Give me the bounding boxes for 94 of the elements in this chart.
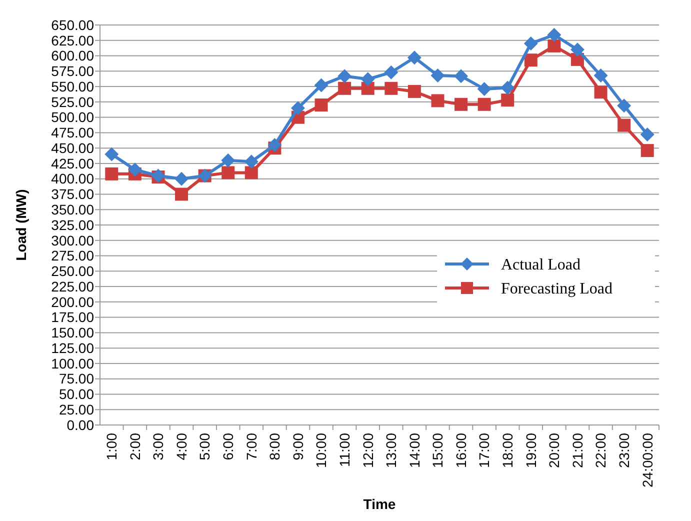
x-tick-label: 17:00	[476, 432, 492, 468]
point	[478, 98, 491, 111]
x-tick-label: 4:00	[173, 432, 190, 460]
x-tick-label: 10:00	[313, 432, 330, 468]
x-tick-label: 12:00	[360, 432, 376, 468]
x-tick-label: 24:00:00	[639, 432, 656, 488]
y-tick-label: 425.00	[51, 155, 94, 172]
x-tick-label: 21:00	[569, 432, 586, 468]
point	[547, 28, 562, 42]
point	[221, 153, 236, 168]
x-tick-label: 2:00	[126, 432, 143, 460]
point	[174, 172, 189, 186]
point	[618, 118, 631, 132]
point	[384, 65, 398, 80]
point	[104, 147, 119, 162]
x-tick-label: 14:00	[406, 432, 422, 468]
point	[244, 166, 258, 180]
y-tick-label: 250.00	[51, 263, 94, 280]
point	[314, 78, 328, 92]
y-tick-label: 325.00	[51, 216, 94, 233]
x-tick-label: 1:00	[104, 432, 120, 460]
x-tick-label: 8:00	[266, 432, 283, 460]
y-tick-label: 75.00	[58, 370, 94, 387]
y-tick-label: 100.00	[51, 355, 94, 372]
x-tick-label: 19:00	[522, 432, 539, 468]
y-tick-label: 350.00	[51, 202, 94, 218]
y-tick-label: 25.00	[58, 402, 94, 418]
point	[338, 69, 352, 84]
point	[594, 86, 608, 99]
point	[570, 42, 584, 57]
point	[500, 80, 515, 95]
y-tick-label: 300.00	[51, 232, 94, 248]
point	[222, 166, 235, 180]
x-tick-label: 18:00	[500, 432, 516, 468]
x-tick-label: 9:00	[290, 432, 306, 460]
x-tick-label: 20:00	[546, 432, 562, 468]
x-tick-label: 11:00	[336, 432, 352, 467]
y-tick-label: 525.00	[51, 94, 94, 110]
point	[524, 54, 538, 67]
point	[175, 188, 188, 201]
y-tick-label: 275.00	[51, 248, 94, 264]
x-axis-title: Time	[363, 496, 396, 512]
point	[454, 98, 468, 111]
point	[268, 138, 282, 152]
x-tick-label: 15:00	[430, 432, 446, 468]
point	[640, 128, 654, 142]
point	[431, 94, 444, 108]
point	[314, 98, 328, 112]
x-tick-label: 23:00	[616, 432, 632, 468]
x-tick-label: 13:00	[383, 432, 400, 468]
y-tick-label: 575.00	[51, 63, 94, 80]
point	[617, 98, 632, 113]
y-tick-label: 200.00	[51, 294, 94, 310]
point	[477, 82, 492, 96]
x-tick-label: 3:00	[150, 432, 166, 460]
y-axis-title: Load (MW)	[13, 189, 29, 261]
x-tick-label: 7:00	[243, 432, 260, 460]
x-tick-label: 22:00	[592, 432, 609, 468]
y-tick-label: 625.00	[51, 32, 94, 48]
y-tick-label: 125.00	[51, 340, 94, 356]
y-tick-label: 150.00	[51, 324, 94, 341]
y-tick-label: 0.00	[66, 416, 94, 433]
point	[128, 162, 142, 177]
point	[384, 82, 398, 95]
y-tick-label: 375.00	[51, 186, 94, 202]
point	[338, 82, 352, 95]
point	[548, 39, 561, 52]
point	[501, 94, 514, 107]
y-tick-label: 450.00	[51, 140, 94, 156]
y-tick-label: 650.00	[51, 16, 94, 33]
x-tick-label: 6:00	[220, 432, 236, 460]
point	[105, 167, 118, 180]
x-tick-label: 16:00	[452, 432, 469, 468]
y-tick-label: 225.00	[51, 278, 94, 294]
y-tick-label: 50.00	[58, 386, 94, 402]
point	[290, 101, 305, 116]
legend-label: Actual Load	[501, 256, 581, 274]
y-tick-label: 600.00	[51, 48, 94, 64]
point	[524, 36, 538, 50]
y-tick-label: 475.00	[51, 124, 94, 141]
point	[640, 144, 654, 158]
point	[408, 84, 421, 98]
point	[594, 68, 608, 82]
y-tick-label: 400.00	[51, 170, 94, 187]
legend-label: Forecasting Load	[501, 280, 613, 298]
point	[407, 50, 422, 65]
point	[454, 69, 468, 84]
point	[244, 154, 258, 169]
x-tick-label: 5:00	[196, 432, 213, 460]
y-tick-label: 550.00	[51, 78, 94, 94]
y-tick-label: 175.00	[51, 309, 94, 326]
point	[430, 68, 445, 82]
point	[360, 72, 375, 86]
y-tick-label: 500.00	[51, 109, 94, 126]
